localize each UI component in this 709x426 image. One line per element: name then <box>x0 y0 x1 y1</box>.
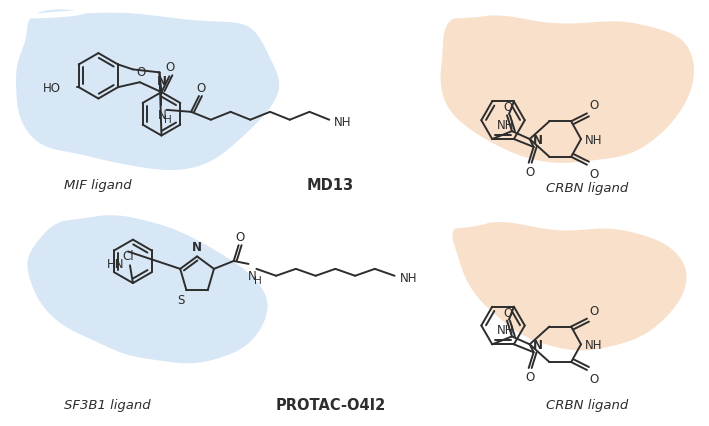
Text: NH: NH <box>497 324 515 337</box>
Text: O: O <box>525 165 535 178</box>
Text: NH: NH <box>585 338 603 351</box>
Text: O: O <box>589 304 598 317</box>
Text: CRBN ligand: CRBN ligand <box>546 398 628 411</box>
Text: O: O <box>589 167 598 180</box>
Text: MD13: MD13 <box>307 178 354 193</box>
Text: O: O <box>525 370 535 383</box>
Text: O: O <box>503 101 513 114</box>
Text: N: N <box>248 269 257 282</box>
Text: MIF ligand: MIF ligand <box>64 178 131 191</box>
Text: H: H <box>255 275 262 285</box>
Text: O: O <box>503 306 513 319</box>
Text: NH: NH <box>334 116 352 129</box>
Text: HN: HN <box>106 258 124 271</box>
Text: N: N <box>532 338 542 351</box>
Text: NH: NH <box>497 119 515 132</box>
Text: N: N <box>192 241 202 254</box>
Text: PROTAC-O4I2: PROTAC-O4I2 <box>275 397 386 412</box>
Text: O: O <box>166 61 175 74</box>
Text: O: O <box>589 372 598 385</box>
Text: O: O <box>136 66 145 79</box>
Text: O: O <box>196 82 206 95</box>
Polygon shape <box>451 220 688 352</box>
Text: CRBN ligand: CRBN ligand <box>546 181 628 194</box>
Text: S: S <box>177 294 184 306</box>
Text: O: O <box>589 99 598 112</box>
Text: NH: NH <box>585 133 603 146</box>
Text: O: O <box>235 230 244 244</box>
Text: Cl: Cl <box>122 250 134 263</box>
Text: N: N <box>157 75 167 88</box>
Text: N: N <box>158 109 167 121</box>
Polygon shape <box>26 214 269 365</box>
Text: HO: HO <box>43 81 61 95</box>
Polygon shape <box>439 13 696 165</box>
Text: SF3B1 ligand: SF3B1 ligand <box>64 398 150 411</box>
Text: NH: NH <box>399 272 417 285</box>
Text: H: H <box>164 115 172 124</box>
Polygon shape <box>14 9 281 173</box>
Text: N: N <box>532 133 542 146</box>
